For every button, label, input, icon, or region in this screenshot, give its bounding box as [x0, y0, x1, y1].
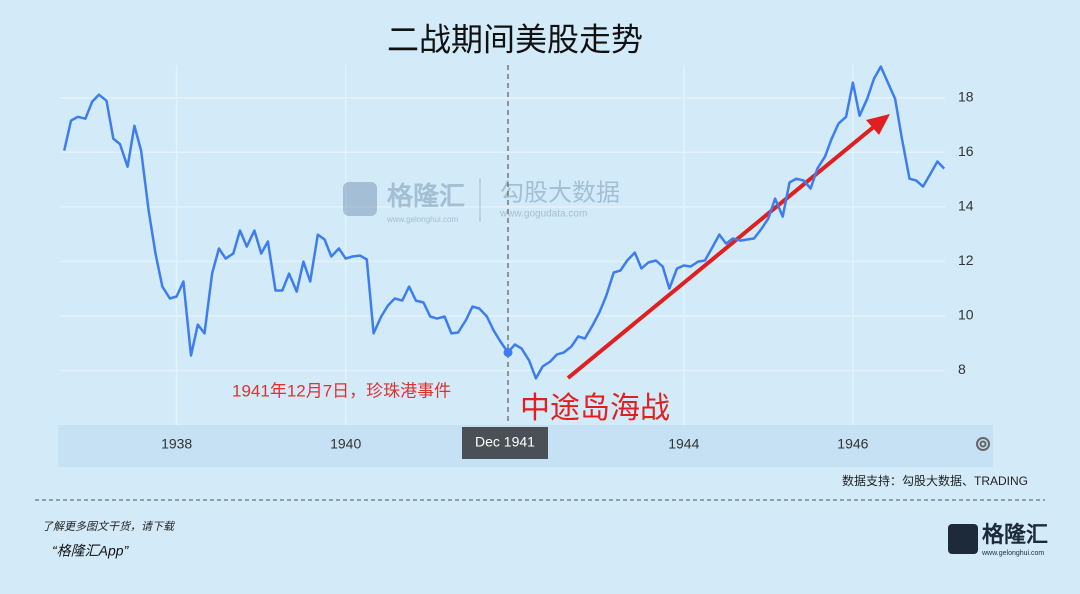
footer-prompt: 了解更多图文干货，请下载	[42, 520, 176, 533]
watermark-partner: 勾股大数据	[500, 179, 620, 206]
crosshair-point	[503, 347, 513, 357]
x-tick-label: 1940	[330, 436, 361, 452]
y-tick-label: 18	[958, 88, 974, 104]
arrow	[566, 114, 890, 380]
y-tick-label: 8	[958, 361, 966, 377]
watermark-icon	[343, 182, 377, 216]
watermark-brand: 格隆汇	[387, 181, 465, 211]
y-tick-label: 10	[958, 307, 974, 323]
watermark: 格隆汇 www.gelonghui.com 勾股大数据 www.gogudata…	[343, 178, 620, 224]
source: 数据支持：勾股大数据、TRADING	[842, 473, 1028, 488]
logo: 格隆汇	[982, 522, 1048, 547]
arrow-head	[866, 114, 890, 135]
footer-app: “格隆汇App”	[52, 543, 130, 559]
y-tick-label: 12	[958, 252, 974, 268]
y-tick-label: 14	[958, 198, 974, 214]
watermark-partner-url: www.gogudata.com	[499, 209, 587, 220]
x-tick-label: 1944	[668, 436, 699, 452]
settings-icon[interactable]	[976, 437, 990, 451]
crosshair-label: Dec 1941	[475, 434, 535, 450]
chart-title: 二战期间美股走势	[387, 21, 643, 57]
watermark-brand-url: www.gelonghui.com	[386, 215, 458, 224]
x-tick-label: 1938	[161, 436, 192, 452]
annotation: 中途岛海战	[520, 392, 670, 425]
x-tick-label: 1946	[837, 436, 868, 452]
logo-url: www.gelonghui.com	[981, 550, 1044, 557]
line	[62, 65, 946, 380]
y-tick-label: 16	[958, 143, 974, 159]
logo-icon	[948, 524, 978, 554]
annotation: 1941年12月7日，珍珠港事件	[232, 381, 451, 400]
crosshair-label-box	[461, 427, 548, 459]
arrow-shaft	[566, 123, 878, 380]
